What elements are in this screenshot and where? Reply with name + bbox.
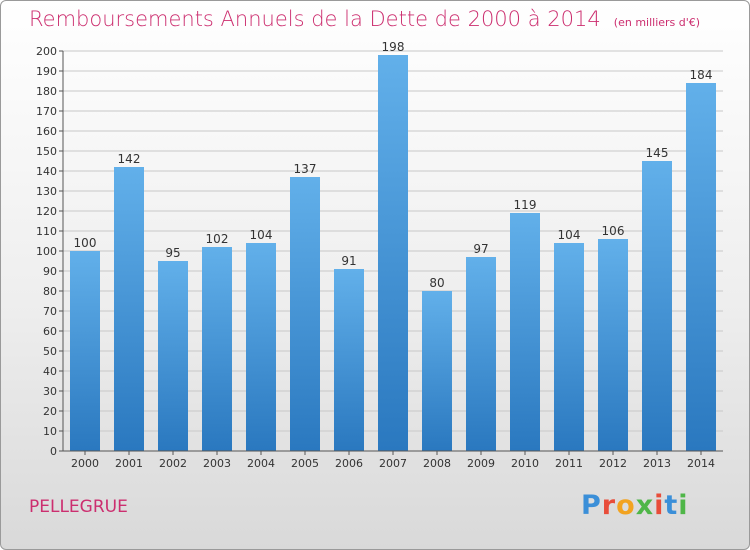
x-tick-label-2000: 2000 xyxy=(71,457,99,470)
value-label-2011: 104 xyxy=(558,228,581,242)
y-tick-label: 200 xyxy=(36,45,57,58)
bar-2011 xyxy=(554,243,584,451)
y-tick-label: 150 xyxy=(36,145,57,158)
proxiti-logo: Proxiti xyxy=(581,490,689,521)
y-tick-label: 60 xyxy=(43,325,57,338)
value-label-2006: 91 xyxy=(341,254,356,268)
x-tick-label-2014: 2014 xyxy=(687,457,715,470)
value-label-2008: 80 xyxy=(429,276,444,290)
value-label-2000: 100 xyxy=(74,236,97,250)
y-tick-label: 180 xyxy=(36,85,57,98)
y-tick-label: 10 xyxy=(43,425,57,438)
bar-2006 xyxy=(334,269,364,451)
bar-2009 xyxy=(466,257,496,451)
y-tick-label: 160 xyxy=(36,125,57,138)
value-label-2007: 198 xyxy=(382,40,405,54)
x-tick-label-2009: 2009 xyxy=(467,457,495,470)
value-label-2003: 102 xyxy=(206,232,229,246)
value-label-2012: 106 xyxy=(602,224,625,238)
bar-2012 xyxy=(598,239,628,451)
chart-unit-label: (en milliers d'€) xyxy=(613,16,701,29)
x-tick-label-2005: 2005 xyxy=(291,457,319,470)
x-tick-label-2003: 2003 xyxy=(203,457,231,470)
commune-name: PELLEGRUE xyxy=(29,497,128,517)
x-tick-label-2013: 2013 xyxy=(643,457,671,470)
x-tick-label-2004: 2004 xyxy=(247,457,275,470)
bar-2003 xyxy=(202,247,232,451)
bar-2001 xyxy=(114,167,144,451)
value-label-2014: 184 xyxy=(690,68,713,82)
y-tick-label: 50 xyxy=(43,345,57,358)
y-tick-label: 140 xyxy=(36,165,57,178)
chart-title: Remboursements Annuels de la Dette de 20… xyxy=(29,7,700,31)
y-tick-label: 70 xyxy=(43,305,57,318)
bar-2007 xyxy=(378,55,408,451)
bar-2008 xyxy=(422,291,452,451)
y-tick-label: 80 xyxy=(43,285,57,298)
y-tick-label: 110 xyxy=(36,225,57,238)
x-tick-label-2011: 2011 xyxy=(555,457,583,470)
value-label-2001: 142 xyxy=(118,152,141,166)
bar-2010 xyxy=(510,213,540,451)
y-tick-label: 20 xyxy=(43,405,57,418)
bar-2005 xyxy=(290,177,320,451)
x-tick-label-2008: 2008 xyxy=(423,457,451,470)
x-tick-label-2007: 2007 xyxy=(379,457,407,470)
value-label-2004: 104 xyxy=(250,228,273,242)
value-label-2009: 97 xyxy=(473,242,488,256)
x-tick-label-2002: 2002 xyxy=(159,457,187,470)
y-tick-label: 120 xyxy=(36,205,57,218)
value-label-2002: 95 xyxy=(165,246,180,260)
value-label-2013: 145 xyxy=(646,146,669,160)
y-tick-label: 100 xyxy=(36,245,57,258)
y-tick-label: 130 xyxy=(36,185,57,198)
x-tick-label-2006: 2006 xyxy=(335,457,363,470)
y-tick-label: 90 xyxy=(43,265,57,278)
value-label-2010: 119 xyxy=(514,198,537,212)
y-tick-label: 30 xyxy=(43,385,57,398)
bar-2013 xyxy=(642,161,672,451)
bar-2004 xyxy=(246,243,276,451)
bar-2000 xyxy=(70,251,100,451)
x-tick-label-2001: 2001 xyxy=(115,457,143,470)
x-tick-label-2010: 2010 xyxy=(511,457,539,470)
x-tick-label-2012: 2012 xyxy=(599,457,627,470)
value-label-2005: 137 xyxy=(294,162,317,176)
y-tick-label: 40 xyxy=(43,365,57,378)
y-tick-label: 0 xyxy=(50,445,57,458)
y-tick-label: 170 xyxy=(36,105,57,118)
bar-2014 xyxy=(686,83,716,451)
chart-title-text: Remboursements Annuels de la Dette de 20… xyxy=(29,7,601,31)
y-tick-label: 190 xyxy=(36,65,57,78)
bar-2002 xyxy=(158,261,188,451)
